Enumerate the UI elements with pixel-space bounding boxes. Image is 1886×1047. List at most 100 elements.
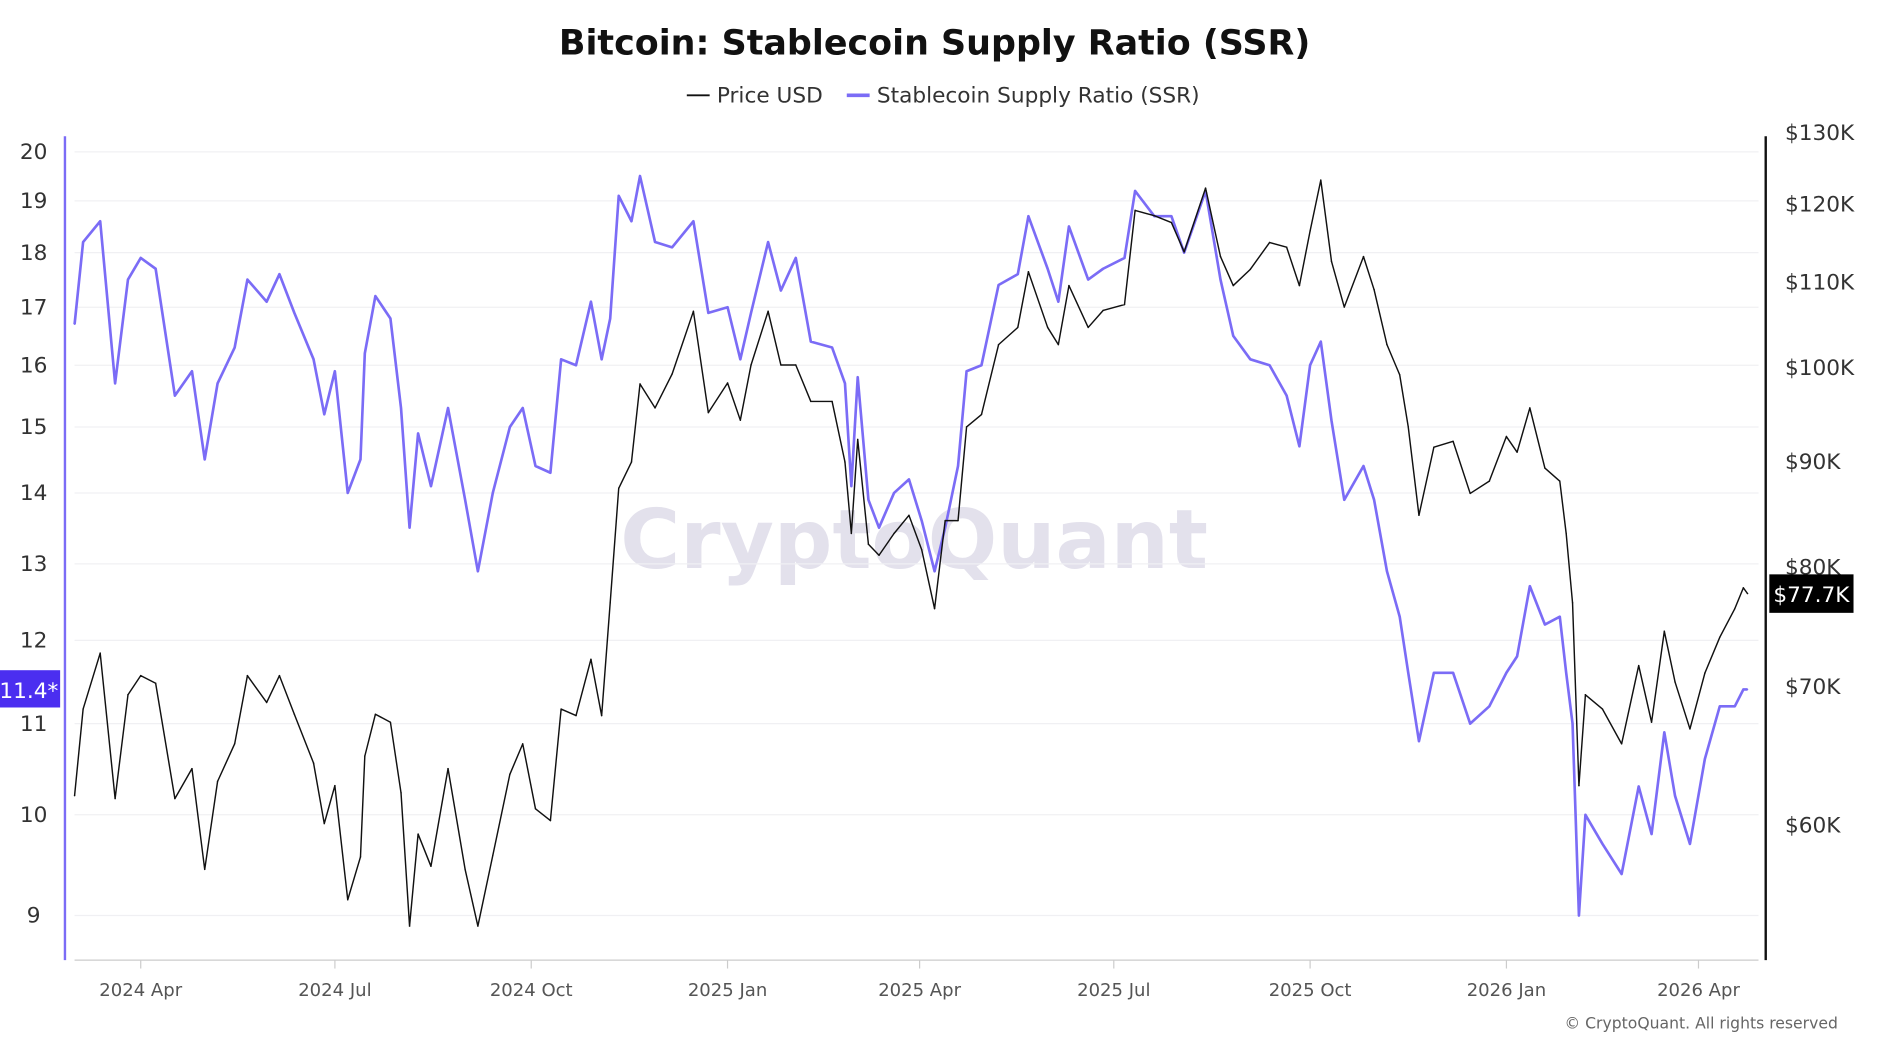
- ssr-point: [114, 382, 116, 385]
- ssr-point: [1057, 300, 1060, 303]
- ssr-point: [810, 340, 812, 343]
- ssr-point: [630, 220, 633, 222]
- ssr-point: [1407, 672, 1409, 674]
- price-point: [334, 784, 336, 787]
- ssr-point: [908, 478, 910, 481]
- ssr-point: [1046, 267, 1049, 270]
- ssr-point: [204, 458, 206, 461]
- price-point: [1407, 426, 1409, 428]
- ssr-point: [1232, 335, 1235, 337]
- price-point: [1027, 271, 1030, 273]
- price-point: [1488, 480, 1491, 482]
- price-point: [464, 868, 466, 871]
- ssr-point: [1123, 257, 1126, 259]
- price-point: [795, 364, 797, 366]
- ssr-point: [1469, 722, 1471, 725]
- price-point: [1638, 664, 1640, 667]
- ssr-point: [82, 241, 84, 243]
- price-point: [191, 767, 193, 770]
- ssr-point: [780, 289, 782, 292]
- price-point: [1134, 209, 1136, 212]
- price-point: [492, 854, 494, 857]
- ssr-point: [400, 407, 402, 409]
- ssr-point: [957, 465, 959, 467]
- price-point: [965, 426, 968, 428]
- price-point: [265, 701, 268, 704]
- price-point: [1362, 255, 1365, 258]
- left-tick-label: 20: [20, 140, 48, 165]
- ssr-point: [246, 278, 249, 281]
- ssr-point: [1386, 570, 1388, 572]
- ssr-point: [1620, 873, 1623, 875]
- ssr-point: [1516, 655, 1518, 658]
- price-point: [1565, 532, 1567, 535]
- ssr-point: [1565, 672, 1567, 674]
- price-point: [1734, 607, 1736, 610]
- ssr-point: [1362, 465, 1365, 467]
- ssr-point: [893, 492, 895, 494]
- price-point: [408, 925, 411, 927]
- price-point: [534, 808, 537, 810]
- price-point: [1689, 728, 1691, 730]
- price-point: [140, 674, 142, 677]
- right-tick-label: $100K: [1785, 356, 1855, 381]
- price-point: [850, 532, 853, 535]
- price-point: [1544, 467, 1546, 469]
- ssr-point: [1433, 672, 1435, 674]
- left-tick-label: 15: [20, 415, 48, 440]
- ssr-point: [1689, 843, 1691, 845]
- price-point: [1433, 446, 1435, 448]
- ssr-point: [216, 382, 219, 385]
- price-point: [521, 743, 524, 745]
- left-tick-label: 13: [20, 552, 48, 577]
- ssr-point: [534, 465, 537, 467]
- ssr-point: [1102, 267, 1104, 270]
- price-point: [82, 708, 84, 710]
- ssr-point: [1285, 394, 1288, 397]
- ssr-point: [99, 220, 101, 222]
- price-point: [1650, 721, 1653, 723]
- legend-ssr-label[interactable]: Stablecoin Supply Ratio (SSR): [877, 84, 1200, 109]
- ssr-point: [127, 278, 129, 281]
- watermark: CryptoQuant: [620, 493, 1208, 588]
- price-point: [1249, 268, 1252, 271]
- ssr-point: [980, 364, 983, 366]
- price-point: [1386, 343, 1388, 346]
- price-point: [750, 364, 752, 366]
- ssr-point: [1578, 914, 1580, 917]
- price-point: [1373, 288, 1375, 291]
- price-point: [346, 899, 349, 901]
- price-point: [609, 602, 611, 604]
- price-point: [1102, 309, 1104, 312]
- price-point: [400, 792, 402, 794]
- ssr-point: [671, 246, 673, 249]
- legend[interactable]: Price USD Stablecoin Supply Ratio (SSR): [686, 84, 1200, 109]
- price-point: [707, 411, 710, 414]
- price-point: [1578, 784, 1580, 787]
- ssr-point: [1559, 616, 1561, 618]
- left-tick-label: 18: [20, 241, 48, 266]
- price-current-value: $77.7K: [1773, 583, 1850, 608]
- left-axis: 20 19 18 17 16 15 14 13 12 11 10 9: [20, 140, 48, 929]
- ssr-point: [1087, 278, 1089, 281]
- ssr-point: [1571, 722, 1574, 725]
- grid-lines: [74, 151, 1759, 917]
- price-point: [1123, 303, 1126, 306]
- price-point: [417, 833, 419, 835]
- legend-price-label[interactable]: Price USD: [717, 84, 823, 109]
- x-tick-label: 2025 Apr: [878, 980, 961, 1001]
- price-point: [1183, 251, 1185, 253]
- series-lines: [73, 174, 1749, 927]
- ssr-current-badge: 11.4*: [0, 670, 61, 708]
- ssr-point: [1746, 688, 1749, 691]
- ssr-point: [1268, 364, 1271, 366]
- left-tick-label: 19: [20, 189, 48, 214]
- ssr-point: [1309, 364, 1311, 366]
- price-point: [323, 822, 325, 825]
- ssr-point: [323, 413, 325, 416]
- price-series: [73, 179, 1749, 927]
- ssr-point: [609, 317, 611, 320]
- ssr-point: [795, 257, 797, 259]
- ssr-point: [1373, 499, 1375, 501]
